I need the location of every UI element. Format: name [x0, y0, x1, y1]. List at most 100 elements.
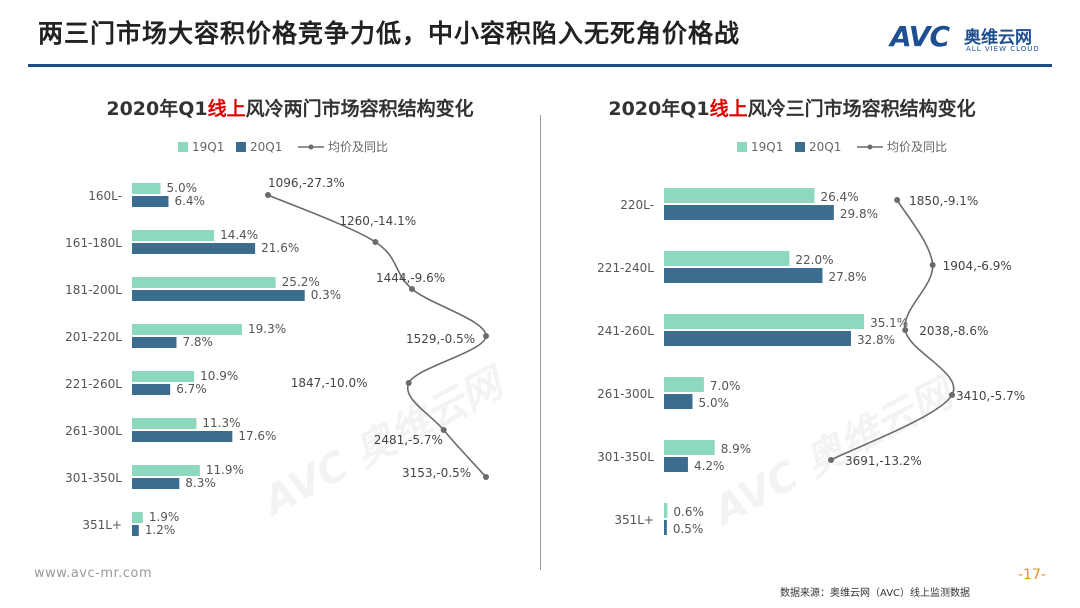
- bar-19q1: [132, 512, 143, 523]
- data-label-19q1: 0.6%: [673, 505, 704, 519]
- price-yoy-point: [405, 380, 412, 386]
- chart-three-door: 2020年Q1线上风冷三门市场容积结构变化 19Q1 20Q1 均价及同比 220L- 2…: [597, 97, 1025, 562]
- legend-swatch-19q1: [178, 142, 188, 152]
- price-yoy-label: 1096,-27.3%: [268, 176, 345, 190]
- legend-label-line: 均价及同比: [328, 140, 388, 154]
- price-yoy-label: 2481,-5.7%: [374, 433, 443, 447]
- data-label-19q1: 19.3%: [248, 322, 286, 336]
- price-yoy-label: 1847,-10.0%: [291, 376, 368, 390]
- bar-20q1: [664, 331, 851, 346]
- legend-swatch-19q1: [737, 142, 747, 152]
- data-label-19q1: 7.0%: [710, 379, 741, 393]
- bar-19q1: [132, 324, 243, 335]
- price-yoy-label: 3410,-5.7%: [956, 389, 1025, 403]
- data-label-19q1: 14.4%: [220, 228, 258, 242]
- bar-20q1: [132, 290, 305, 301]
- legend-label-19q1: 19Q1: [192, 140, 224, 154]
- bar-19q1: [132, 277, 276, 288]
- bar-20q1: [132, 337, 177, 348]
- chart-title-suffix: 风冷两门市场容积结构变化: [246, 97, 474, 120]
- category-label: 161-180L: [65, 236, 122, 250]
- bar-19q1: [664, 377, 704, 392]
- chart-title-highlight: 线上: [710, 97, 748, 120]
- bar-19q1: [664, 503, 668, 518]
- data-label-20q1: 0.3%: [311, 288, 342, 302]
- logo-name: 奥维云网: [964, 28, 1032, 48]
- page-number: -17-: [1018, 567, 1046, 583]
- price-yoy-line: [830, 199, 955, 461]
- legend-swatch-20q1: [795, 142, 805, 152]
- legend-label-line: 均价及同比: [887, 140, 947, 154]
- chart-title: 2020年Q1线上风冷两门市场容积结构变化: [106, 97, 473, 120]
- chart-title-highlight: 线上: [208, 97, 246, 120]
- data-label-19q1: 26.4%: [820, 190, 858, 204]
- data-label-20q1: 1.2%: [145, 523, 176, 537]
- price-yoy-point: [483, 474, 489, 480]
- price-yoy-label: 3153,-0.5%: [402, 466, 471, 480]
- bar-20q1: [664, 457, 688, 472]
- data-label-19q1: 22.0%: [795, 253, 833, 267]
- data-label-20q1: 29.8%: [840, 207, 878, 221]
- bar-19q1: [664, 251, 790, 266]
- data-label-20q1: 0.5%: [673, 522, 704, 536]
- price-yoy-point: [828, 457, 834, 463]
- legend-label-19q1: 19Q1: [751, 140, 783, 154]
- chart-title-prefix: 2020年Q1: [608, 97, 709, 120]
- price-yoy-point: [949, 392, 955, 398]
- category-label: 221-260L: [65, 377, 122, 391]
- footer-url[interactable]: www.avc-mr.com: [34, 566, 153, 581]
- data-label-20q1: 21.6%: [261, 241, 299, 255]
- legend-label-20q1: 20Q1: [809, 140, 841, 154]
- data-label-19q1: 35.1%: [870, 316, 908, 330]
- bar-19q1: [664, 440, 715, 455]
- chart-legend: 19Q1 20Q1 均价及同比: [737, 140, 947, 154]
- data-label-20q1: 7.8%: [182, 335, 213, 349]
- price-yoy-point: [265, 192, 271, 198]
- chart-title-prefix: 2020年Q1: [106, 97, 207, 120]
- chart-title: 2020年Q1线上风冷三门市场容积结构变化: [608, 97, 975, 120]
- bar-19q1: [132, 418, 197, 429]
- logo-tagline: ALL VIEW CLOUD: [966, 45, 1040, 53]
- data-label-19q1: 11.3%: [202, 416, 240, 430]
- price-yoy-label: 1904,-6.9%: [943, 259, 1012, 273]
- bar-20q1: [664, 268, 823, 283]
- price-yoy-point: [902, 327, 909, 333]
- legend-line-marker: [867, 144, 873, 150]
- bar-20q1: [664, 520, 667, 535]
- data-label-19q1: 5.0%: [167, 181, 198, 195]
- bar-20q1: [664, 205, 834, 220]
- data-label-19q1: 11.9%: [206, 463, 244, 477]
- data-label-20q1: 6.4%: [174, 194, 205, 208]
- data-label-19q1: 1.9%: [149, 510, 180, 524]
- chart-legend: 19Q1 20Q1 均价及同比: [178, 140, 388, 154]
- legend-swatch-20q1: [236, 142, 246, 152]
- title-rule: [28, 64, 1052, 67]
- bar-20q1: [132, 525, 139, 536]
- data-label-19q1: 8.9%: [721, 442, 752, 456]
- category-label: 301-350L: [65, 471, 122, 485]
- chart-title-suffix: 风冷三门市场容积结构变化: [748, 97, 976, 120]
- price-yoy-point: [929, 262, 936, 268]
- price-yoy-point: [894, 197, 901, 203]
- category-label: 220L-: [620, 198, 654, 212]
- bar-20q1: [664, 394, 693, 409]
- data-label-20q1: 32.8%: [857, 333, 895, 347]
- category-label: 181-200L: [65, 283, 122, 297]
- price-yoy-label: 1850,-9.1%: [909, 194, 978, 208]
- chart-divider: [540, 115, 541, 570]
- category-label: 221-240L: [597, 261, 654, 275]
- data-label-20q1: 6.7%: [176, 382, 207, 396]
- bar-20q1: [132, 384, 171, 395]
- chart-two-door: 2020年Q1线上风冷两门市场容积结构变化 19Q1 20Q1 均价及同比 160L- 5…: [65, 97, 489, 561]
- price-yoy-point: [483, 333, 489, 339]
- price-yoy-label: 1260,-14.1%: [339, 214, 416, 228]
- logo-mark: AVC: [890, 20, 950, 53]
- legend-label-20q1: 20Q1: [250, 140, 282, 154]
- bar-20q1: [132, 196, 169, 207]
- data-label-20q1: 8.3%: [185, 476, 216, 490]
- bar-20q1: [132, 431, 233, 442]
- price-yoy-label: 1529,-0.5%: [406, 332, 475, 346]
- bar-19q1: [132, 230, 215, 241]
- category-label: 351L+: [614, 513, 654, 527]
- bar-19q1: [132, 183, 161, 194]
